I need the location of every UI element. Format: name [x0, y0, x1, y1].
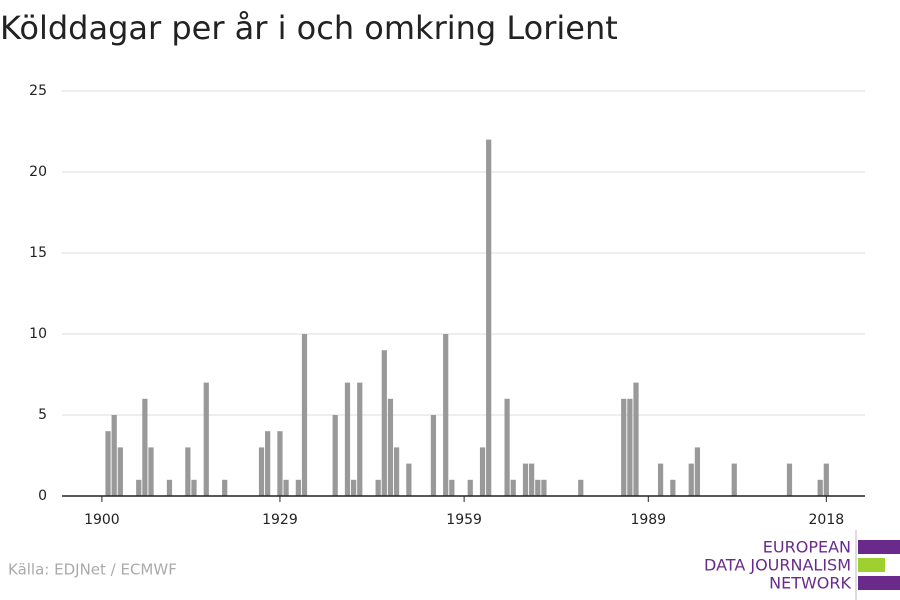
- bar: [166, 479, 173, 496]
- bar: [657, 463, 664, 496]
- bar: [148, 447, 154, 496]
- bar: [344, 382, 351, 496]
- bar: [142, 398, 148, 496]
- bar: [504, 398, 510, 496]
- bar: [688, 463, 694, 496]
- bar: [449, 479, 455, 496]
- bar: [117, 447, 123, 496]
- logo-text: DATA JOURNALISM: [704, 556, 851, 575]
- bar: [393, 447, 400, 496]
- bar: [522, 463, 529, 496]
- bar: [283, 479, 289, 496]
- y-tick-label: 10: [29, 326, 47, 342]
- bar: [265, 431, 271, 496]
- bar: [277, 431, 283, 496]
- bar: [301, 334, 308, 496]
- bar: [203, 382, 209, 496]
- bar: [185, 447, 191, 496]
- y-tick-label: 25: [29, 83, 47, 99]
- logo-bar: [858, 540, 900, 554]
- y-tick-label: 5: [38, 407, 47, 423]
- bar: [731, 463, 737, 496]
- bar: [191, 479, 197, 496]
- bar: [406, 463, 412, 496]
- x-tick-label: 1900: [84, 512, 120, 528]
- bar: [633, 382, 639, 496]
- bar: [375, 479, 381, 496]
- bar: [578, 479, 584, 496]
- logo-bar: [858, 576, 900, 590]
- bar: [136, 479, 142, 496]
- bar: [621, 398, 627, 496]
- bar: [627, 398, 633, 496]
- x-tick-label: 1959: [446, 512, 482, 528]
- bar: [295, 479, 301, 496]
- bar: [332, 415, 338, 496]
- x-tick-label: 2018: [809, 512, 845, 528]
- bar: [486, 139, 492, 496]
- bar: [529, 463, 535, 496]
- bar: [222, 479, 228, 496]
- bar: [541, 479, 547, 496]
- bar: [430, 415, 437, 496]
- bar: [105, 431, 111, 496]
- bar: [357, 382, 363, 496]
- y-tick-label: 20: [29, 164, 47, 180]
- bar: [381, 350, 387, 496]
- bar: [510, 479, 516, 496]
- logo-text: NETWORK: [769, 574, 851, 593]
- logo-bar: [858, 558, 885, 572]
- bar: [111, 415, 117, 496]
- bar: [817, 479, 823, 496]
- chart-title: Kölddagar per år i och omkring Lorient: [0, 9, 618, 47]
- bar: [387, 398, 394, 496]
- bar: [535, 479, 541, 496]
- bar: [258, 447, 265, 496]
- bar: [694, 447, 701, 496]
- bar: [351, 479, 357, 496]
- logo-text: EUROPEAN: [763, 538, 851, 557]
- x-tick-label: 1989: [630, 512, 666, 528]
- bar: [823, 463, 829, 496]
- bar: [786, 463, 793, 496]
- source: Källa: EDJNet / ECMWF: [8, 561, 177, 579]
- y-tick-label: 15: [29, 245, 47, 261]
- y-tick-label: 0: [38, 488, 47, 504]
- bar: [670, 479, 676, 496]
- x-tick-label: 1929: [262, 512, 298, 528]
- bar: [443, 334, 449, 496]
- bar: [467, 479, 473, 496]
- bar: [479, 447, 486, 496]
